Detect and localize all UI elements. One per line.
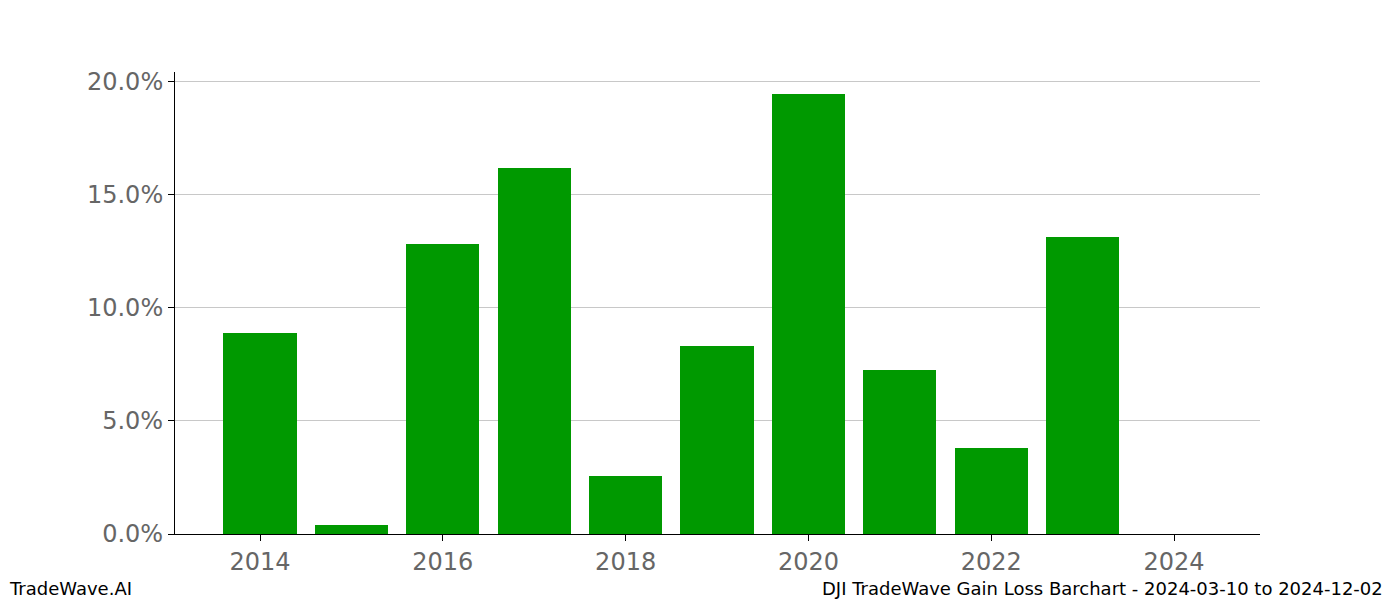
svg-text:2024: 2024: [1144, 548, 1205, 576]
svg-text:TradeWave.AI: TradeWave.AI: [9, 578, 132, 599]
svg-text:2014: 2014: [229, 548, 290, 576]
svg-text:2016: 2016: [412, 548, 473, 576]
svg-text:5.0%: 5.0%: [102, 407, 163, 435]
svg-text:0.0%: 0.0%: [102, 520, 163, 548]
svg-text:2018: 2018: [595, 548, 656, 576]
svg-text:20.0%: 20.0%: [87, 68, 163, 96]
svg-text:2022: 2022: [961, 548, 1022, 576]
svg-text:2020: 2020: [778, 548, 839, 576]
svg-text:15.0%: 15.0%: [87, 181, 163, 209]
svg-text:10.0%: 10.0%: [87, 294, 163, 322]
svg-text:DJI TradeWave Gain Loss Barcha: DJI TradeWave Gain Loss Barchart - 2024-…: [822, 578, 1383, 599]
